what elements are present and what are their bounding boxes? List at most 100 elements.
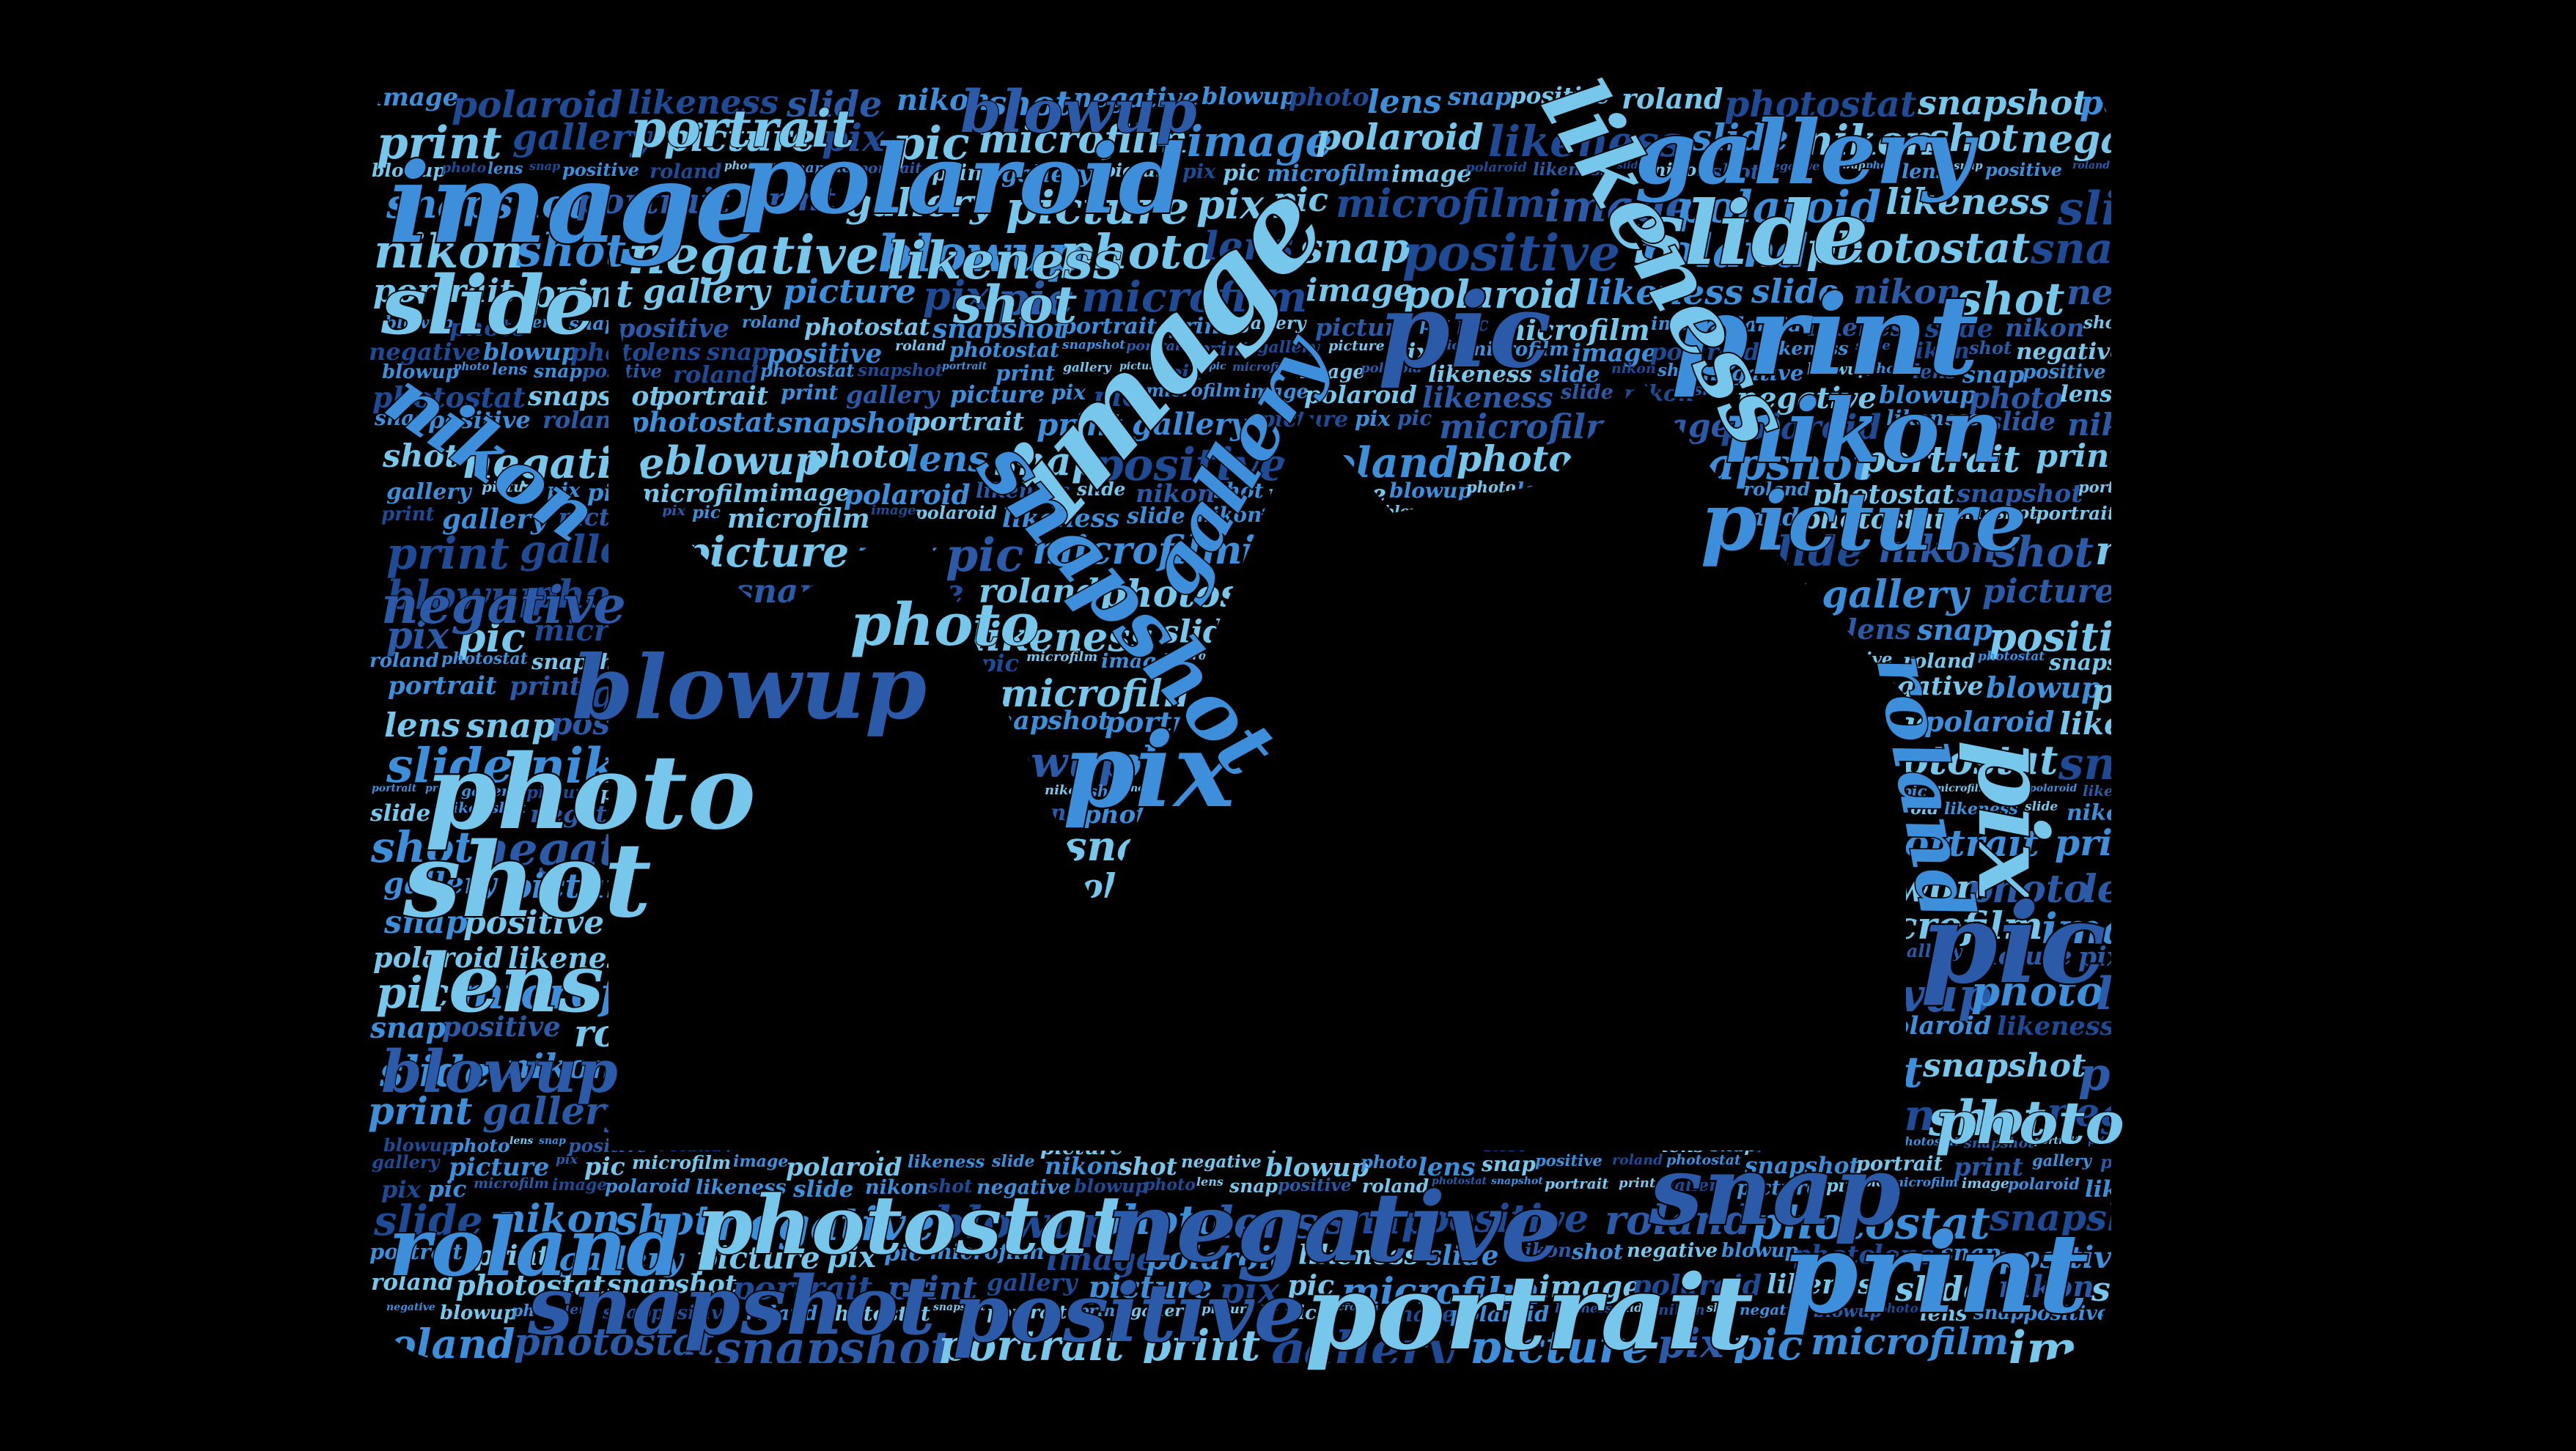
cloud-word: polaroid — [1272, 1135, 1347, 1154]
cloud-word: picture — [640, 1089, 788, 1132]
cloud-feature-word: blowup — [572, 636, 927, 739]
cloud-word: gallery — [846, 380, 941, 409]
cloud-word: blowup — [1814, 1302, 1882, 1321]
cloud-word: shot — [1928, 1090, 2046, 1147]
cloud-word: pic — [952, 671, 993, 699]
cloud-word: slide — [1617, 160, 1644, 171]
cloud-word: roland — [979, 572, 1099, 610]
cloud-feature-word: positive — [953, 1266, 1306, 1360]
cloud-word: pic — [1438, 338, 1460, 353]
cloud-feature-word: blowup — [960, 77, 1197, 146]
cloud-word: roland — [1549, 1046, 1696, 1094]
cloud-word: likeness — [2083, 782, 2150, 800]
cloud-word: microfilm — [1495, 314, 1650, 347]
cloud-word: likeness — [2059, 706, 2200, 742]
cloud-word: image — [1391, 160, 1471, 188]
cloud-word: gallery — [1322, 706, 1440, 741]
cloud-word: snapshot — [1956, 479, 2083, 509]
cloud-word: photostat — [1896, 1134, 1959, 1148]
cloud-feature-word: image — [389, 139, 765, 268]
cloud-word: shot — [1968, 337, 2012, 358]
cloud-word: positive — [1253, 942, 1377, 975]
cloud-word: blowup — [1201, 82, 1296, 110]
cloud-word: blowup — [974, 942, 1075, 971]
cloud-word: negative — [2016, 339, 2124, 365]
cloud-word: image — [1243, 381, 1309, 403]
cloud-word: positive — [582, 361, 662, 382]
cloud-word: portrait — [576, 181, 730, 222]
cloud-word: negative — [856, 941, 971, 970]
cloud-word: snap — [994, 437, 1100, 484]
cloud-word: roland — [368, 1320, 515, 1367]
cloud-word: microfilm — [1336, 181, 1546, 226]
cloud-word: photostat — [1724, 83, 1917, 125]
cloud-word: blowup — [1389, 479, 1472, 503]
cloud-word: pix — [1355, 406, 1391, 431]
cloud-word: positive — [1387, 783, 1432, 794]
cloud-word: slide — [1405, 1135, 1439, 1150]
cloud-feature-word: shot — [402, 821, 652, 941]
cloud-word: roland — [1903, 650, 1976, 673]
cloud-feature-word: snapshot — [527, 1258, 935, 1353]
cloud-word: portrait — [1500, 572, 1676, 619]
cloud-word: pic — [1397, 406, 1432, 430]
cloud-word: lens — [1920, 1302, 1968, 1326]
cloud-word: photo — [1441, 503, 1522, 533]
cloud-word: slide — [646, 941, 718, 973]
cloud-word: photo — [1649, 649, 1718, 674]
cloud-word: negative — [1267, 479, 1386, 509]
cloud-word: pix — [1051, 380, 1086, 405]
cloud-word: photo — [1726, 613, 1853, 660]
cloud-word: pix — [1219, 1269, 1280, 1312]
cloud-word: gallery — [845, 181, 995, 226]
cloud-word: portrait — [1081, 904, 1256, 951]
cloud-word: shot — [1956, 273, 2065, 325]
cloud-word: positive — [1092, 439, 1287, 491]
cloud-word: image — [1236, 1135, 1271, 1147]
cloud-word: snap — [1916, 613, 1992, 647]
cloud-word: photostat — [1751, 1197, 1990, 1249]
cloud-word: gallery — [1227, 1012, 1365, 1053]
cloud-word: negative — [2095, 527, 2284, 574]
cloud-word: photo — [1466, 478, 1516, 496]
cloud-word: pix — [386, 614, 449, 658]
cloud-word: portrait — [656, 381, 768, 411]
cloud-word: microfilm — [474, 1175, 549, 1192]
cloud-word: snap — [1351, 738, 1477, 794]
cloud-word: microfilm — [727, 503, 870, 534]
cloud-word: shot — [1992, 528, 2094, 577]
cloud-word: positive — [428, 406, 531, 434]
cloud-word: snap — [1229, 1175, 1278, 1197]
cloud-word: positive — [1422, 1197, 1589, 1241]
cloud-word: snapshot — [2058, 738, 2284, 790]
cloud-word: roland — [895, 338, 946, 354]
cloud-word: positive — [1535, 1151, 1602, 1170]
cloud-word: roland — [369, 650, 439, 672]
cloud-word: shot — [490, 799, 526, 816]
cloud-word: portrait — [1860, 437, 2020, 481]
cloud-word: likeness — [1002, 503, 1119, 533]
cloud-word: lens — [1517, 479, 1561, 501]
cloud-word: lens — [905, 437, 988, 480]
cloud-word: portrait — [987, 1302, 1067, 1323]
cloud-word: microfilm — [1688, 800, 1798, 824]
cloud-word: pix — [1614, 800, 1648, 823]
cloud-word: roland — [673, 361, 759, 388]
cloud-word: gallery — [1130, 1302, 1194, 1321]
cloud-word: lens — [1717, 650, 1770, 676]
cloud-word: pix — [662, 503, 686, 519]
cloud-word: picture — [1810, 783, 1863, 798]
cloud-word: nikon — [1511, 1240, 1572, 1262]
cloud-word: image — [2042, 904, 2185, 953]
cloud-word: print — [1141, 1321, 1260, 1370]
cloud-word: picture — [664, 117, 815, 160]
cloud-word: lens — [1873, 1240, 1934, 1271]
cloud-word: snapshot — [808, 1135, 876, 1151]
cloud-word: photostat — [1666, 1152, 1741, 1168]
cloud-word: slide — [379, 1047, 491, 1096]
cloud-word: pix — [1167, 361, 1201, 385]
cloud-word: snap — [465, 706, 555, 745]
cloud-word: microfilm — [978, 117, 1188, 162]
cloud-word: negative — [1740, 1301, 1809, 1318]
cloud-word: photo — [806, 438, 910, 476]
